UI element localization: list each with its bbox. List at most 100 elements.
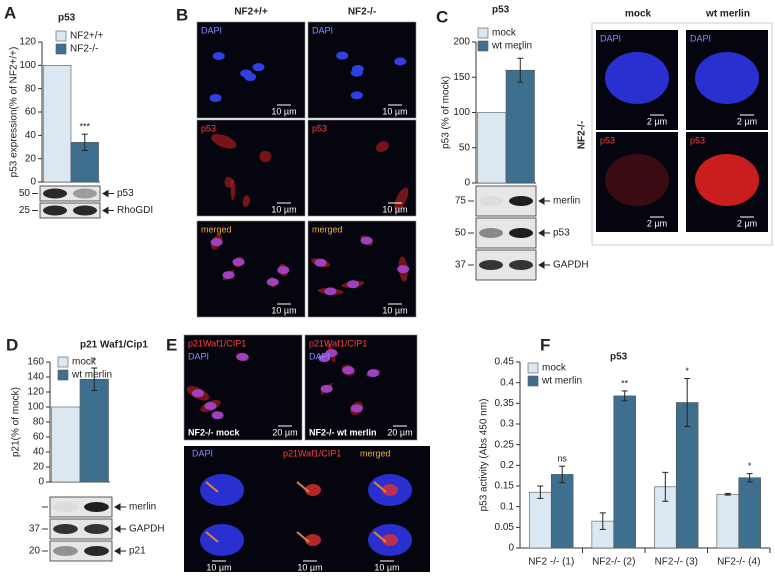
bar (477, 112, 507, 184)
panel-letter: D (6, 335, 18, 354)
stain-label: p53 (312, 123, 327, 133)
y-tick-label: 0.2 (500, 460, 514, 471)
x-tick-label: NF2-/- (4) (717, 557, 760, 568)
chart-title: p53 (492, 5, 510, 16)
y-tick-label: 0.4 (500, 377, 514, 388)
bar (43, 65, 72, 183)
legend-label: mock (542, 363, 567, 374)
panel-letter: F (540, 335, 550, 354)
nucleus (314, 258, 327, 267)
size-marker: 37 (29, 524, 41, 535)
scale-label: 10 µm (297, 562, 322, 572)
blot-band (84, 546, 109, 556)
nucleus (325, 349, 338, 358)
nucleus (320, 384, 333, 393)
y-tick-label: 40 (25, 130, 37, 141)
blot-arrow (102, 206, 114, 215)
stain-label: merged (312, 224, 343, 234)
nucleus (342, 366, 355, 375)
y-tick-label: 0 (38, 477, 44, 488)
nucleus (211, 411, 224, 420)
nucleus (695, 52, 759, 104)
nucleus (200, 474, 244, 506)
error-bar (724, 492, 731, 496)
panel-letter: E (166, 335, 177, 354)
blot-band (73, 188, 97, 199)
blot-band (479, 228, 503, 238)
y-tick-label: 50 (459, 142, 471, 153)
arrow (296, 481, 310, 493)
y-axis-label: p53 activity (Abs 450 nm) (479, 399, 490, 512)
blot-label: p53 (117, 188, 134, 199)
legend-label: mock (72, 357, 97, 368)
micrograph (596, 132, 678, 232)
scale-label: 10 µm (382, 204, 407, 214)
y-tick-label: 150 (453, 72, 470, 83)
nucleus (232, 258, 245, 267)
significance-label: * (92, 355, 96, 365)
stain-label: DAPI (201, 25, 222, 35)
legend-swatch (477, 40, 489, 52)
legend-swatch (57, 356, 69, 368)
stain (605, 154, 669, 206)
error-bar (684, 378, 691, 427)
nucleus (336, 51, 349, 60)
stain (375, 141, 389, 153)
blot-label: p53 (553, 228, 570, 239)
blot-label: merlin (553, 196, 580, 207)
stain-label: merged (360, 448, 391, 458)
y-tick-label: 0 (464, 178, 470, 189)
nucleus (240, 69, 253, 78)
legend-label: wt merlin (491, 41, 532, 52)
size-marker: 50 (19, 188, 31, 199)
scale-label: 20 µm (387, 427, 412, 437)
nucleus (266, 278, 279, 287)
blot-label: merlin (129, 502, 156, 513)
stain-label: p53 (690, 135, 705, 145)
blot-label: GAPDH (553, 260, 589, 271)
chart-title: p53 (610, 352, 628, 363)
nucleus (252, 63, 265, 72)
stain-label: merged (201, 224, 232, 234)
blot-arrow (538, 197, 550, 205)
blot-band (43, 188, 67, 199)
blot-arrow (114, 525, 126, 533)
blot-arrow (538, 229, 550, 237)
stain (242, 195, 251, 207)
chart-title: p53 (58, 13, 76, 24)
y-tick-label: 0.1 (500, 501, 514, 512)
error-bar (559, 465, 566, 484)
size-marker: 37 (455, 260, 467, 271)
bar (51, 406, 81, 483)
legend-label: wt merlin (71, 370, 112, 381)
nucleus (209, 94, 222, 103)
panel-letter: C (436, 7, 448, 26)
nucleus (324, 287, 337, 296)
significance-label: * (518, 46, 522, 56)
nucleus (191, 389, 204, 398)
blot-band (53, 502, 78, 512)
nucleus (367, 369, 380, 378)
nucleus (236, 352, 249, 361)
bar (505, 69, 535, 184)
y-tick-label: 0.45 (495, 357, 515, 368)
blot-band (509, 196, 533, 206)
y-tick-label: 40 (33, 447, 45, 458)
stain-label: DAPI (192, 448, 213, 458)
error-bar (81, 133, 88, 151)
legend-label: mock (492, 28, 517, 39)
bar (79, 378, 109, 483)
significance-label: ** (621, 378, 629, 388)
error-bar (621, 390, 628, 402)
legend-swatch (477, 27, 489, 39)
y-tick-label: 0.15 (495, 481, 515, 492)
y-tick-label: 20 (33, 462, 45, 473)
size-marker: 25 (19, 205, 31, 216)
micrograph (196, 21, 306, 119)
arrow (296, 531, 310, 543)
arrow (205, 531, 219, 543)
column-header: mock (625, 9, 652, 20)
nucleus (222, 271, 235, 280)
stain (305, 534, 321, 546)
y-tick-label: 100 (19, 60, 36, 71)
